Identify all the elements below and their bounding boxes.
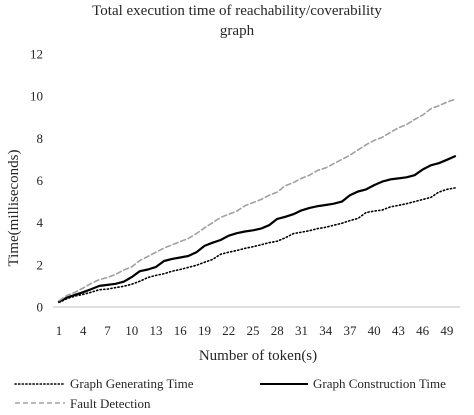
x-tick-label: 7	[104, 323, 111, 338]
x-tick-label: 28	[271, 323, 284, 338]
series-layer	[57, 98, 457, 304]
y-axis-title: Time(milliseconds)	[6, 150, 22, 267]
x-tick-label: 31	[295, 323, 308, 338]
series-line-graph-generating-time	[58, 187, 456, 304]
x-tick-label: 13	[149, 323, 162, 338]
x-tick-label: 40	[368, 323, 381, 338]
y-tick-label: 12	[30, 47, 43, 62]
x-tick-label: 25	[246, 323, 259, 338]
legend-label-fault-detection: Fault Detection	[70, 396, 151, 411]
x-tick-label: 10	[125, 323, 138, 338]
x-tick-label: 16	[174, 323, 188, 338]
x-tick-label: 37	[343, 323, 357, 338]
x-tick-label: 4	[80, 323, 87, 338]
legend: Graph Generating Time Graph Construction…	[14, 376, 446, 411]
chart-title-line-2: graph	[220, 23, 255, 39]
x-tick-label: 46	[416, 323, 430, 338]
series-line-fault-detection	[58, 98, 456, 302]
x-tick-label: 1	[56, 323, 63, 338]
y-tick-label: 2	[37, 257, 44, 272]
y-tick-label: 10	[30, 89, 43, 104]
legend-label-graph-construction-time: Graph Construction Time	[313, 376, 446, 391]
chart-title-line-1: Total execution time of reachability/cov…	[92, 3, 382, 19]
series-line-graph-construction-time	[57, 155, 457, 303]
y-tick-label: 4	[37, 215, 44, 230]
y-axis-ticks: 0 2 4 6 8 10 12	[30, 47, 44, 315]
x-axis-title: Number of token(s)	[199, 348, 317, 364]
y-tick-label: 8	[37, 131, 44, 146]
x-tick-label: 19	[198, 323, 211, 338]
y-tick-label: 6	[37, 173, 44, 188]
y-tick-label: 0	[37, 300, 44, 315]
x-tick-label: 22	[222, 323, 235, 338]
x-axis-ticks: 1 4 7 10 13 16 19 22 25 28 31 34 37 40 43 46 49	[56, 323, 454, 338]
x-tick-label: 43	[392, 323, 405, 338]
x-tick-label: 34	[319, 323, 333, 338]
x-tick-label: 49	[440, 323, 453, 338]
legend-label-graph-generating-time: Graph Generating Time	[70, 376, 194, 391]
